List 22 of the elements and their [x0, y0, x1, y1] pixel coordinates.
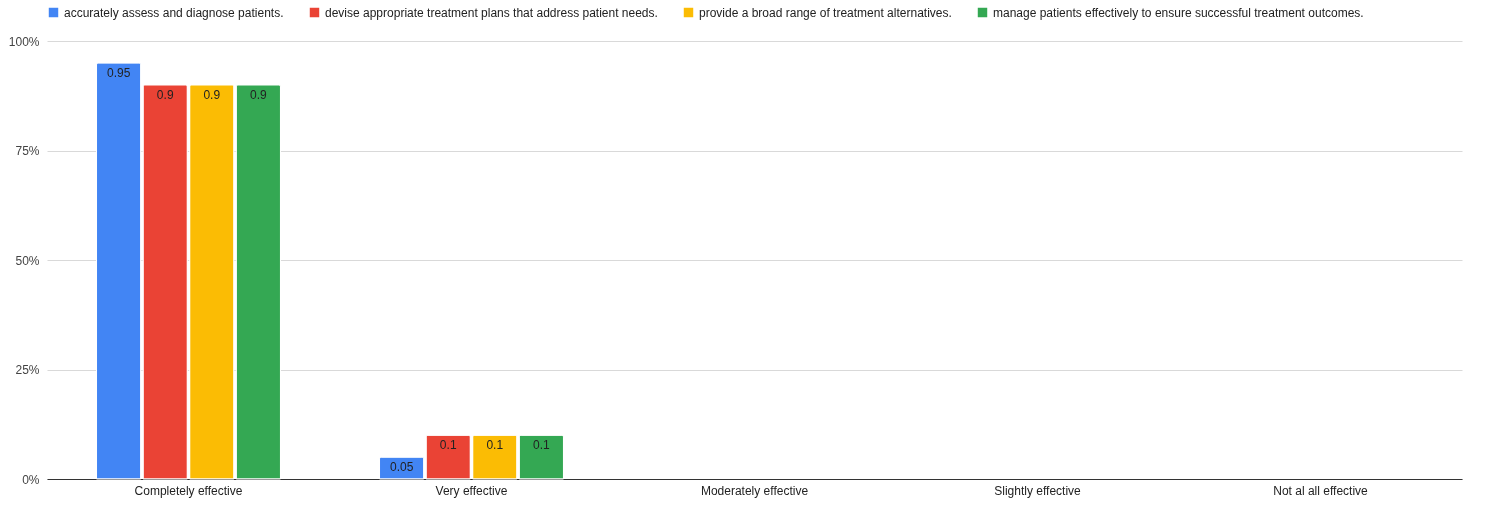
data-label: 0.9: [156, 87, 174, 102]
x-tick-label: Slightly effective: [994, 483, 1082, 498]
data-label: 0.9: [203, 87, 221, 102]
y-tick-label: 0%: [22, 472, 40, 487]
y-tick-label: 100%: [8, 34, 40, 49]
data-label: 0.1: [533, 438, 551, 453]
x-tick-label: Completely effective: [134, 483, 243, 498]
legend-label: devise appropriate treatment plans that address patient needs.: [325, 5, 658, 20]
data-label: 0.05: [389, 460, 414, 475]
legend-label: manage patients effectively to ensure successful treatment outcomes.: [993, 5, 1364, 20]
data-label: 0.95: [106, 65, 131, 80]
x-tick-label: Not al all effective: [1273, 483, 1369, 498]
y-tick-label: 25%: [15, 363, 40, 377]
legend-label: provide a broad range of treatment alternatives.: [699, 5, 952, 20]
x-tick-label: Very effective: [435, 483, 508, 498]
y-tick-label: 75%: [15, 144, 40, 158]
data-label: 0.9: [250, 87, 268, 102]
data-label: 0.1: [486, 438, 504, 453]
x-tick-label: Moderately effective: [700, 483, 809, 498]
legend-label: accurately assess and diagnose patients.: [64, 5, 284, 20]
y-tick-label: 50%: [15, 253, 40, 268]
data-label: 0.1: [439, 438, 457, 453]
